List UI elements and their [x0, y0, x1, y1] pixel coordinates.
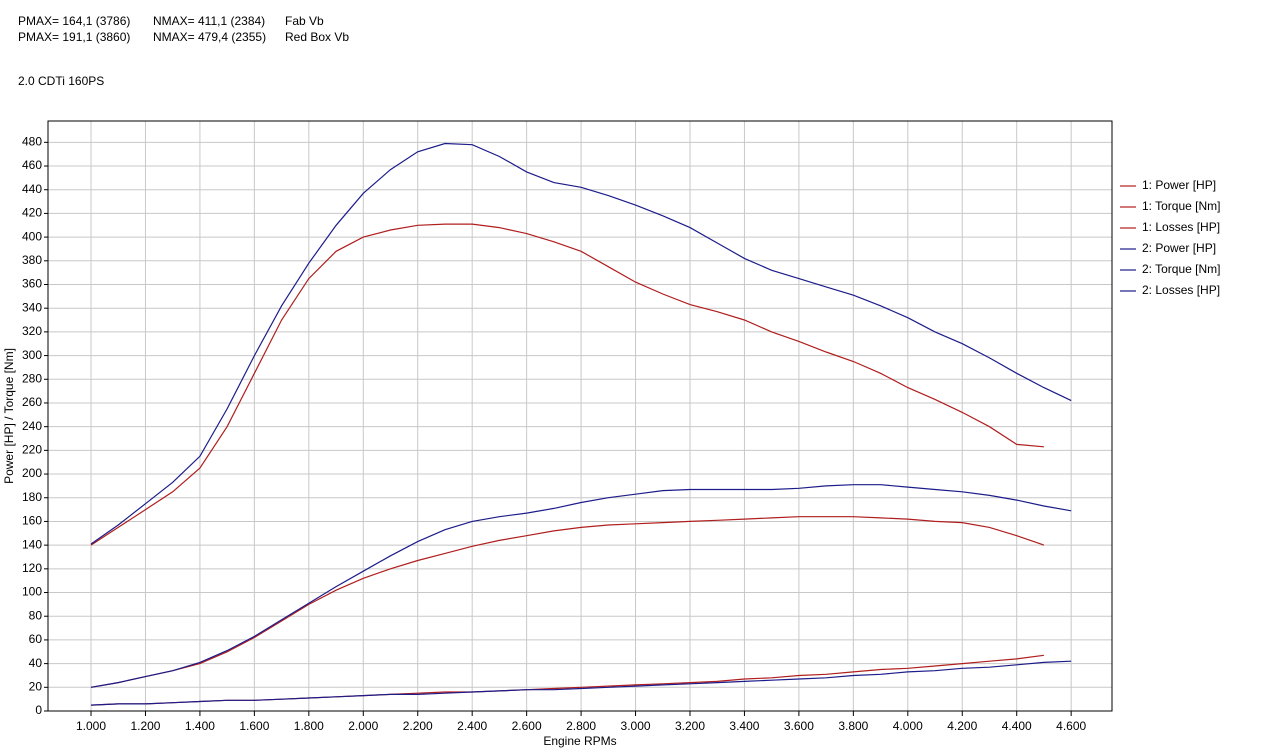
series-line: [90, 484, 1072, 688]
header-text: Red Box Vb: [285, 30, 349, 44]
y-tick-label: 360: [22, 277, 42, 291]
x-tick-label: 3.200: [675, 719, 705, 733]
x-tick-label: 3.000: [621, 719, 651, 733]
plot-area: [47, 120, 1113, 712]
x-tick-label: 4.600: [1056, 719, 1086, 733]
y-tick-label: 80: [29, 608, 43, 622]
y-tick-label: 280: [22, 371, 42, 385]
y-tick-label: 100: [22, 585, 42, 599]
x-tick-label: 4.000: [893, 719, 923, 733]
x-tick-label: 2.600: [512, 719, 542, 733]
x-tick-label: 4.200: [947, 719, 977, 733]
y-tick-label: 300: [22, 348, 42, 362]
y-tick-label: 320: [22, 324, 42, 338]
y-tick-label: 460: [22, 158, 42, 172]
x-tick-label: 3.400: [729, 719, 759, 733]
plot-frame: [47, 120, 1113, 712]
legend-label: 2: Losses [HP]: [1142, 283, 1220, 297]
x-axis-label: Engine RPMs: [543, 734, 616, 748]
x-tick-label: 1.200: [130, 719, 160, 733]
series-line: [90, 516, 1045, 688]
y-tick-label: 140: [22, 537, 42, 551]
legend-label: 1: Power [HP]: [1142, 178, 1216, 192]
header-text: NMAX= 479,4 (2355): [153, 30, 266, 44]
header-text: PMAX= 164,1 (3786): [18, 14, 130, 28]
x-tick-label: 1.400: [185, 719, 215, 733]
y-tick-label: 180: [22, 490, 42, 504]
y-tick-label: 60: [29, 632, 43, 646]
legend-label: 1: Torque [Nm]: [1142, 199, 1220, 213]
legend-label: 2: Power [HP]: [1142, 241, 1216, 255]
y-tick-label: 400: [22, 229, 42, 243]
x-tick-label: 1.800: [294, 719, 324, 733]
x-tick-label: 1.000: [76, 719, 106, 733]
y-tick-label: 440: [22, 182, 42, 196]
subtitle: 2.0 CDTi 160PS: [18, 74, 104, 88]
legend-label: 2: Torque [Nm]: [1142, 262, 1220, 276]
y-tick-label: 220: [22, 443, 42, 457]
x-tick-label: 3.800: [838, 719, 868, 733]
y-tick-label: 420: [22, 206, 42, 220]
x-tick-label: 2.800: [566, 719, 596, 733]
y-tick-label: 0: [35, 703, 42, 717]
y-axis-label: Power [HP] / Torque [Nm]: [2, 348, 16, 484]
y-tick-label: 380: [22, 253, 42, 267]
x-tick-label: 2.200: [403, 719, 433, 733]
series-line: [90, 142, 1072, 545]
series-line: [90, 660, 1072, 706]
series-line: [90, 223, 1044, 546]
y-tick-label: 200: [22, 466, 42, 480]
legend-label: 1: Losses [HP]: [1142, 220, 1220, 234]
x-tick-label: 2.400: [457, 719, 487, 733]
x-tick-label: 3.600: [784, 719, 814, 733]
y-tick-label: 160: [22, 514, 42, 528]
x-tick-label: 4.400: [1002, 719, 1032, 733]
x-tick-label: 1.600: [239, 719, 269, 733]
y-tick-label: 480: [22, 134, 42, 148]
y-tick-label: 240: [22, 419, 42, 433]
header-text: PMAX= 191,1 (3860): [18, 30, 130, 44]
y-tick-label: 40: [29, 656, 43, 670]
y-tick-label: 260: [22, 395, 42, 409]
y-tick-label: 20: [29, 679, 43, 693]
y-tick-label: 120: [22, 561, 42, 575]
y-tick-label: 340: [22, 300, 42, 314]
x-tick-label: 2.000: [348, 719, 378, 733]
header-text: NMAX= 411,1 (2384): [153, 14, 265, 28]
header-text: Fab Vb: [285, 14, 324, 28]
